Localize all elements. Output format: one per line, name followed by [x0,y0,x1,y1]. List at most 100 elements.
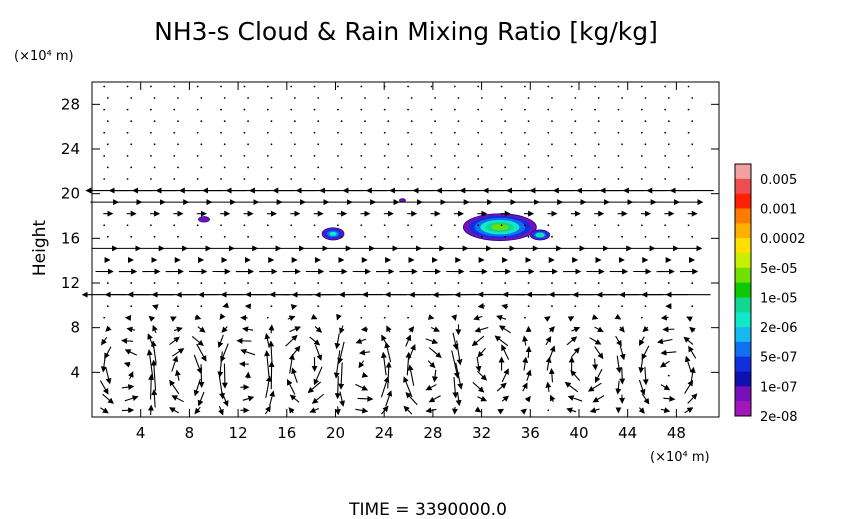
colorbar: 0.005 0.001 0.0002 5e-05 1e-05 2e-06 5e-07 1e-0… [734,163,806,425]
wind-arrow [688,345,697,359]
wind-dot [223,143,226,146]
wind-dot [173,178,176,180]
wind-arrow [639,336,645,347]
wind-dot [200,235,203,238]
chart-title: NH3-s Cloud & Rain Mixing Ratio [kg/kg] [154,17,658,46]
wind-arrow [172,348,185,357]
wind-dot [574,235,577,238]
wind-dot [360,224,363,227]
wind-dot [453,85,456,88]
cloud-contour-edge [529,229,551,241]
wind-dot [126,85,129,88]
x-tick-label: 24 [375,424,394,442]
wind-dot [640,178,643,180]
wind-dot [407,154,409,157]
wind-dot [687,154,690,157]
wind-arrow [264,350,271,378]
wind-dot [687,108,690,111]
wind-dot [290,131,293,134]
wind-dot [527,97,530,99]
wind-dot [551,166,553,169]
colorbar-swatch [735,371,751,387]
wind-arrow [403,405,413,415]
wind-dot [290,154,293,157]
wind-dot [106,305,109,308]
wind-dot [617,85,620,88]
wind-arrow [334,333,341,350]
wind-dot [126,108,129,111]
wind-arrow [689,326,696,333]
wind-arrow [150,359,157,391]
wind-dot [383,108,386,111]
wind-dot [621,305,623,308]
wind-arrow [548,326,555,333]
wind-dot [640,131,643,134]
wind-arrow [641,393,650,405]
wind-arrow [501,344,510,360]
wind-arrow [104,346,112,360]
wind-arrow [360,326,369,333]
wind-arrow [566,336,578,346]
wind-dot [407,131,409,134]
colorbar-swatch [735,223,751,239]
wind-arrow [217,334,224,348]
x-tick-label: 20 [326,424,345,442]
colorbar-label: 0.001 [760,202,797,217]
wind-dot [177,143,179,146]
wind-dot [594,154,596,157]
wind-dot [691,143,694,146]
wind-arrow [592,358,599,371]
wind-arrow [564,381,579,393]
wind-arrow [545,356,552,371]
wind-dot [200,143,203,146]
wind-dot [340,120,343,123]
wind-arrow [148,373,155,400]
wind-arrow [474,326,489,333]
wind-arrow [355,383,369,391]
colorbar-swatch [735,356,751,372]
wind-dot [574,120,577,123]
wind-vectors [81,85,714,416]
wind-dot [317,282,320,284]
wind-arrow [642,325,649,333]
wind-arrow [548,367,555,383]
wind-arrow [193,378,201,397]
wind-arrow [264,405,271,415]
wind-dot [173,108,176,111]
y-tick-label: 12 [61,274,80,292]
wind-arrow [287,315,296,322]
wind-dot [597,143,600,146]
wind-dot [664,154,667,157]
wind-arrow [336,313,342,321]
time-label: TIME = 3390000.0 [348,500,507,519]
wind-arrow [472,381,485,393]
colorbar-swatch [735,401,751,417]
wind-dot [223,120,226,123]
wind-dot [457,143,460,146]
cloud-contour [537,233,543,237]
wind-dot [434,282,436,284]
wind-arrow [619,367,626,385]
wind-arrow [592,395,605,403]
wind-dot [504,97,507,99]
wind-dot [477,154,480,157]
wind-arrow [147,333,155,348]
y-axis: 4 8 12 16 20 24 28 [61,95,719,381]
wind-dot [640,85,643,88]
wind-arrow [171,355,179,372]
wind-dot [387,97,390,99]
wind-arrow [121,407,135,414]
wind-dot [547,108,550,111]
wind-dot [220,108,222,111]
wind-dot [360,154,363,157]
wind-arrow [151,388,158,408]
wind-arrow [615,380,622,395]
wind-arrow [425,384,437,391]
y-tick-label: 8 [70,319,80,337]
wind-dot [196,178,199,180]
wind-dot [527,235,530,238]
wind-dot [383,178,386,180]
wind-dot [617,224,620,227]
cloud-contour [198,216,210,223]
wind-dot [293,166,296,169]
